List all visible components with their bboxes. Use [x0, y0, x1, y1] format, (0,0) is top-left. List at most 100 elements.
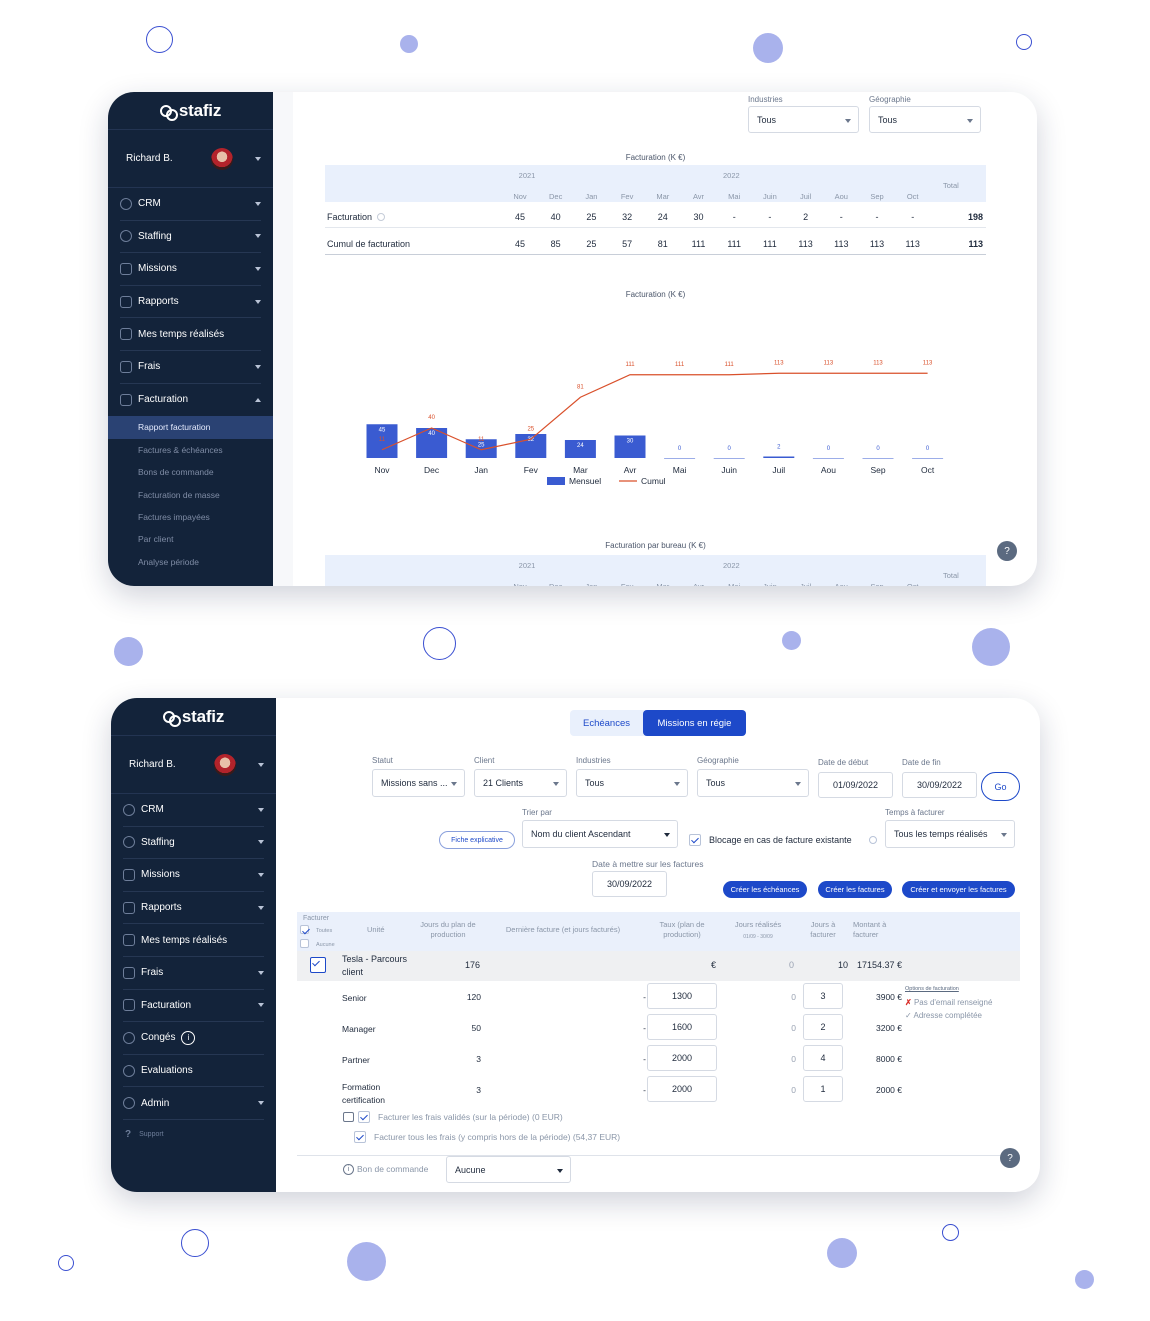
sidebar-item-evaluations[interactable]: Evaluations	[123, 1055, 264, 1088]
sidebar-item-facturation[interactable]: Facturation	[123, 990, 264, 1023]
submenu-factures-impayees[interactable]: Factures impayées	[138, 511, 210, 522]
sidebar-item-rapports[interactable]: Rapports	[123, 892, 264, 925]
select-all-checkbox[interactable]	[300, 925, 309, 934]
sidebar-item-missions[interactable]: Missions	[120, 253, 261, 286]
frais-valides-label: Facturer les frais validés (sur la pério…	[378, 1112, 563, 1122]
check-icon: ✓	[905, 1011, 912, 1020]
x-tick-label: Fev	[524, 465, 539, 475]
create-send-invoices-button[interactable]: Créer et envoyer les factures	[902, 881, 1015, 898]
support-link[interactable]: ? Support	[123, 1120, 264, 1150]
sidebar-item-staffing[interactable]: Staffing	[123, 827, 264, 860]
statut-select[interactable]: Missions sans ...	[372, 769, 465, 797]
table-cell: 25	[586, 239, 597, 249]
days-to-bill-input[interactable]: 3	[803, 983, 843, 1009]
aucune-label: Aucune	[316, 942, 335, 948]
sidebar-item-missions[interactable]: Missions	[123, 859, 264, 892]
month-header: Fev	[612, 582, 642, 586]
create-echeances-button[interactable]: Créer les échéances	[723, 881, 807, 898]
client-row-checkbox[interactable]	[310, 957, 326, 973]
blocage-checkbox[interactable]	[689, 834, 701, 846]
sidebar-item-facturation[interactable]: Facturation	[120, 384, 261, 417]
sidebar-item-crm[interactable]: CRM	[123, 794, 264, 827]
sidebar-nav: CRM Staffing Missions Rapports Mes temps…	[108, 188, 273, 416]
sidebar-item-frais[interactable]: Frais	[120, 351, 261, 384]
client-plan-days: 176	[465, 960, 481, 970]
submenu-factures-echeances[interactable]: Factures & échéances	[138, 444, 223, 455]
end-date-input[interactable]: 30/09/2022	[902, 772, 977, 798]
days-to-bill-input[interactable]: 4	[803, 1045, 843, 1071]
month-header: Aou	[826, 582, 856, 586]
invoice-date-input[interactable]: 30/09/2022	[592, 871, 667, 897]
user-menu[interactable]: Richard B.	[111, 736, 276, 794]
help-icon[interactable]: ?	[997, 541, 1017, 561]
submenu-par-client[interactable]: Par client	[138, 534, 174, 545]
submenu-rapport-facturation[interactable]: Rapport facturation	[108, 416, 273, 439]
table-cell: 32	[622, 212, 633, 222]
geo-select[interactable]: Tous	[869, 106, 981, 133]
industries-select[interactable]: Tous	[576, 769, 688, 797]
sidebar-item-rapports[interactable]: Rapports	[120, 286, 261, 319]
calendar-icon[interactable]	[343, 1112, 354, 1122]
info-icon[interactable]: i	[181, 1030, 196, 1045]
sidebar-nav: CRM Staffing Missions Rapports Mes temps…	[111, 794, 276, 1150]
line-cumul	[381, 372, 928, 451]
brand-logo[interactable]: stafiz	[108, 92, 273, 130]
statut-label: Statut	[372, 756, 393, 765]
submenu-analyse-periode[interactable]: Analyse période	[138, 556, 199, 567]
sidebar-item-temps[interactable]: Mes temps réalisés	[123, 924, 264, 957]
frais-tous-checkbox[interactable]	[354, 1131, 366, 1143]
sort-select[interactable]: Nom du client Ascendant	[522, 820, 678, 848]
month-header: Sep	[870, 192, 884, 201]
client-real-days: 0	[789, 960, 795, 970]
rate-input[interactable]: 2000	[647, 1045, 717, 1071]
submenu-facturation-masse[interactable]: Facturation de masse	[138, 489, 220, 500]
user-menu[interactable]: Richard B.	[108, 130, 273, 188]
days-to-bill-input[interactable]: 2	[803, 1014, 843, 1040]
sidebar-item-staffing[interactable]: Staffing	[120, 221, 261, 254]
x-tick-label: Oct	[921, 465, 935, 475]
sidebar-item-frais[interactable]: Frais	[123, 957, 264, 990]
go-button[interactable]: Go	[981, 772, 1020, 801]
help-icon[interactable]: ?	[1000, 1148, 1020, 1168]
info-icon[interactable]: i	[343, 1164, 354, 1175]
month-header: Mar	[656, 192, 670, 201]
start-date-input[interactable]: 01/09/2022	[818, 772, 893, 798]
create-invoices-button[interactable]: Créer les factures	[818, 881, 892, 898]
purchase-order-select[interactable]: Aucune	[446, 1156, 571, 1183]
client-unit: €	[711, 960, 717, 970]
info-icon[interactable]	[869, 836, 877, 844]
line-value-label: 40	[428, 415, 435, 421]
sidebar-item-admin[interactable]: Admin	[123, 1087, 264, 1120]
frais-valides-checkbox[interactable]	[358, 1111, 370, 1123]
client-select[interactable]: 21 Clients	[474, 769, 567, 797]
jours-facturer-header: Jours à facturer	[810, 920, 836, 939]
bar-mensuel	[763, 456, 795, 458]
select-none-checkbox[interactable]	[300, 939, 309, 948]
mission-line-plan: 50	[471, 1023, 481, 1033]
days-to-bill-input[interactable]: 1	[803, 1076, 843, 1102]
facturer-header: Facturer	[303, 915, 330, 922]
sidebar-item-conges[interactable]: Congés i	[123, 1022, 264, 1055]
rate-input[interactable]: 2000	[647, 1076, 717, 1102]
chevron-down-icon	[255, 156, 261, 161]
avatar	[211, 147, 233, 170]
sidebar-item-label: Congés	[141, 1032, 176, 1044]
temps-select[interactable]: Tous les temps réalisés	[885, 820, 1015, 848]
bar-mensuel	[812, 458, 844, 459]
table-header	[297, 912, 1020, 951]
star-icon	[120, 360, 132, 373]
fiche-explicative-button[interactable]: Fiche explicative	[439, 831, 515, 849]
rate-input[interactable]: 1600	[647, 1014, 717, 1040]
info-icon[interactable]	[377, 213, 385, 221]
decor-circle	[1016, 34, 1032, 50]
industries-select[interactable]: Tous	[748, 106, 859, 133]
sidebar-item-temps[interactable]: Mes temps réalisés	[120, 318, 261, 351]
rate-input[interactable]: 1300	[647, 983, 717, 1009]
tab-missions-regie[interactable]: Missions en régie	[643, 710, 746, 736]
tab-echeances[interactable]: Echéances	[582, 717, 630, 729]
billing-options-link[interactable]: Options de facturation	[905, 986, 959, 992]
submenu-bons-commande[interactable]: Bons de commande	[138, 467, 214, 478]
brand-logo[interactable]: stafiz	[111, 698, 276, 736]
sidebar-item-crm[interactable]: CRM	[120, 188, 261, 221]
geo-select[interactable]: Tous	[697, 769, 809, 797]
